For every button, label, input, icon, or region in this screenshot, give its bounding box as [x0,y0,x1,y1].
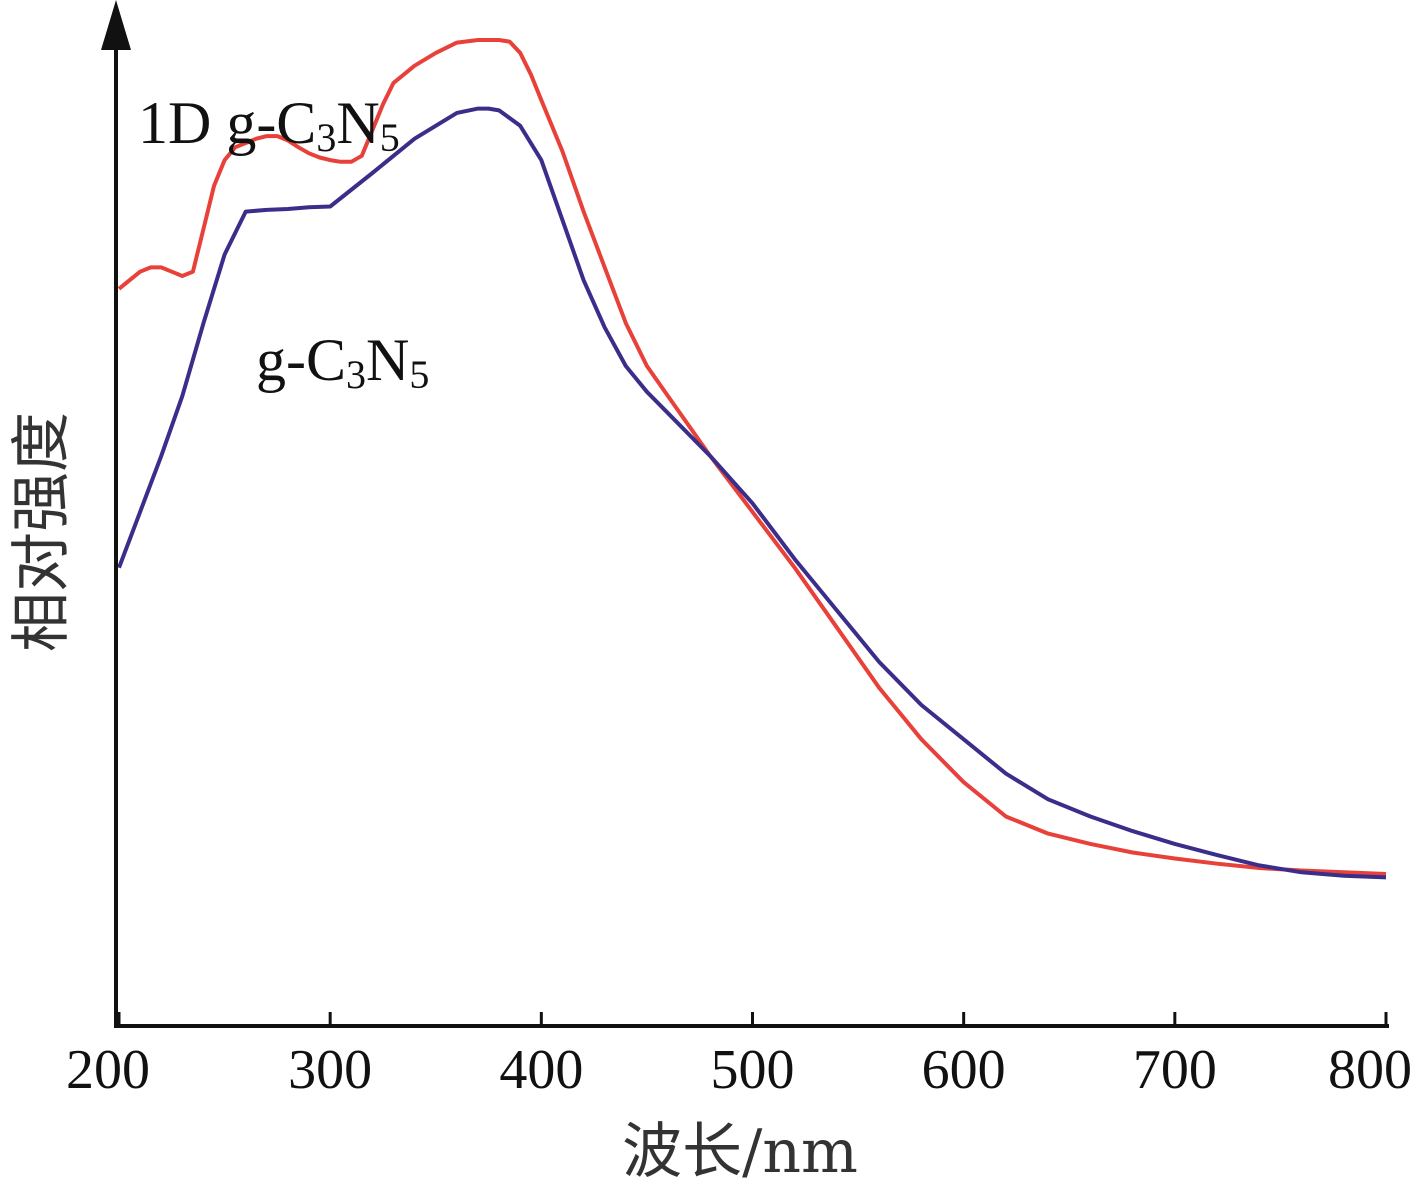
label-layer: 波长/nm 相对强度 1D g-C3N5 g-C3N5 [7,90,858,1181]
y-axis-title: 相对强度 [7,412,77,652]
x-tick-label: 200 [66,1039,150,1101]
series-label-gc3n5-part: g-C [256,327,346,393]
x-tick-label: 600 [922,1039,1006,1101]
x-tick-label: 500 [711,1039,795,1101]
series-label-gc3n5-sub: 5 [409,352,429,397]
series-label-1d-gc3n5-part: 1D g-C [138,90,316,156]
series-layer [117,38,1387,880]
x-tick-label: 400 [499,1039,583,1101]
series-label-gc3n5-sub: 3 [346,352,366,397]
series-label-1d-gc3n5: 1D g-C3N5 [138,90,400,160]
x-tick-label: 300 [288,1039,372,1101]
series-label-1d-gc3n5-sub: 3 [316,115,336,160]
series-label-gc3n5-part: N [366,327,409,393]
series-line-1d-gc3n5 [117,38,1387,876]
series-label-gc3n5: g-C3N5 [256,327,429,397]
series-line-gc3n5 [117,106,1387,880]
series-label-1d-gc3n5-sub: 5 [380,115,400,160]
tick-layer: 200 300 400 500 600 700 800 [66,1012,1412,1101]
y-axis-arrowhead [101,0,131,50]
x-axis-title: 波长/nm [622,1117,858,1181]
x-tick-label: 700 [1133,1039,1217,1101]
series-label-1d-gc3n5-part: N [336,90,379,156]
x-tick-label: 800 [1328,1039,1412,1101]
